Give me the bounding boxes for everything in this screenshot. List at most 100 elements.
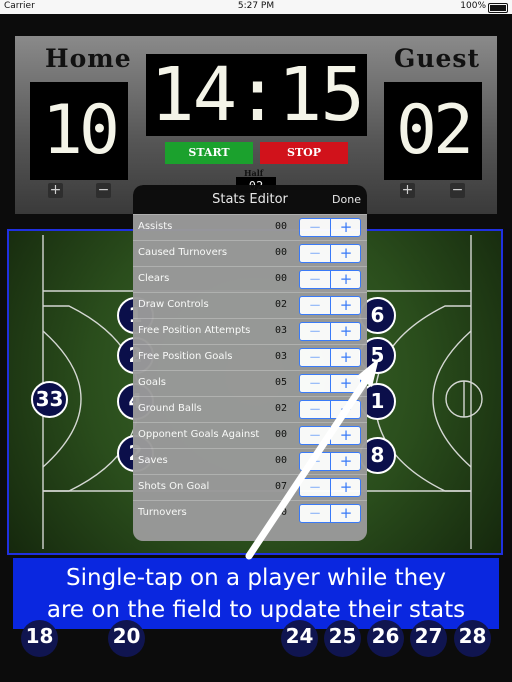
increment-button[interactable]: + [339, 478, 353, 496]
stat-row: Saves 00 − + [133, 448, 367, 474]
done-button[interactable]: Done [332, 193, 361, 206]
status-time: 5:27 PM [237, 1, 275, 11]
scoreboard-app: Home Guest 10 02 14:15 START STOP + − + … [0, 14, 512, 682]
stat-stepper[interactable]: − + [299, 504, 361, 523]
half-label: Half [244, 168, 264, 178]
decrement-button[interactable]: − [300, 245, 331, 262]
stat-label: Draw Controls [138, 299, 209, 310]
increment-button[interactable]: + [339, 426, 353, 444]
stat-stepper[interactable]: − + [299, 374, 361, 393]
stat-stepper[interactable]: − + [299, 244, 361, 263]
stat-row: Opponent Goals Against 00 − + [133, 422, 367, 448]
start-button[interactable]: START [165, 142, 253, 164]
stat-value: 07 [275, 481, 288, 492]
stat-value: 00 [275, 455, 288, 466]
increment-button[interactable]: + [339, 504, 353, 522]
stat-row: Free Position Attempts 03 − + [133, 318, 367, 344]
increment-button[interactable]: + [339, 270, 353, 288]
increment-button[interactable]: + [339, 374, 353, 392]
stat-stepper[interactable]: − + [299, 426, 361, 445]
increment-button[interactable]: + [339, 322, 353, 340]
guest-plus-button[interactable]: + [400, 182, 415, 198]
stat-row: Draw Controls 02 − + [133, 292, 367, 318]
bench-player[interactable]: 24 [281, 620, 318, 657]
decrement-button[interactable]: − [300, 297, 331, 314]
stat-label: Turnovers [138, 507, 187, 518]
home-plus-button[interactable]: + [48, 182, 63, 198]
increment-button[interactable]: + [339, 348, 353, 366]
increment-button[interactable]: + [339, 400, 353, 418]
stat-label: Clears [138, 273, 170, 284]
stat-row: Assists 00 − + [133, 214, 367, 240]
bench-player[interactable]: 28 [454, 620, 491, 657]
stat-stepper[interactable]: − + [299, 218, 361, 237]
stat-value: 00 [275, 221, 288, 232]
decrement-button[interactable]: − [300, 427, 331, 444]
stat-label: Goals [138, 377, 166, 388]
stat-value: 00 [275, 507, 288, 518]
stat-label: Free Position Attempts [138, 325, 251, 336]
decrement-button[interactable]: − [300, 323, 331, 340]
bench-player[interactable]: 20 [108, 620, 145, 657]
decrement-button[interactable]: − [300, 375, 331, 392]
stat-value: 05 [275, 377, 288, 388]
stat-row: Goals 05 − + [133, 370, 367, 396]
decrement-button[interactable]: − [300, 271, 331, 288]
bench-player[interactable]: 18 [21, 620, 58, 657]
bench-player[interactable]: 27 [410, 620, 447, 657]
stat-stepper[interactable]: − + [299, 348, 361, 367]
game-clock[interactable]: 14:15 [146, 54, 367, 136]
stat-value: 03 [275, 351, 288, 362]
battery-percent: 100% [460, 1, 486, 11]
stat-stepper[interactable]: − + [299, 296, 361, 315]
stat-stepper[interactable]: − + [299, 322, 361, 341]
stat-stepper[interactable]: − + [299, 478, 361, 497]
stat-row: Clears 00 − + [133, 266, 367, 292]
guest-score[interactable]: 02 [384, 82, 482, 180]
field-player-left-1[interactable]: 33 [31, 381, 68, 418]
stat-label: Caused Turnovers [138, 247, 228, 258]
decrement-button[interactable]: − [300, 219, 331, 236]
home-minus-button[interactable]: − [96, 182, 111, 198]
carrier-label: Carrier [4, 1, 35, 11]
increment-button[interactable]: + [339, 452, 353, 470]
instruction-banner: Single-tap on a player while they are on… [13, 558, 499, 629]
stat-value: 00 [275, 247, 288, 258]
status-bar: Carrier 5:27 PM 100% [0, 0, 512, 14]
guest-label: Guest [394, 44, 481, 73]
decrement-button[interactable]: − [300, 453, 331, 470]
stats-editor-popover: Stats Editor Done Assists 00− + Caused Turn… [133, 185, 367, 541]
stats-editor-header: Stats Editor Done [133, 185, 367, 214]
stat-stepper[interactable]: − + [299, 400, 361, 419]
stat-value: 02 [275, 403, 288, 414]
bench-player[interactable]: 25 [324, 620, 361, 657]
stat-row: Free Position Goals 03 − + [133, 344, 367, 370]
stats-editor-title: Stats Editor [212, 192, 288, 207]
stat-row: Shots On Goal 07 − + [133, 474, 367, 500]
stop-button[interactable]: STOP [260, 142, 348, 164]
stat-stepper[interactable]: − + [299, 270, 361, 289]
stat-label: Ground Balls [138, 403, 202, 414]
increment-button[interactable]: + [339, 244, 353, 262]
stat-value: 03 [275, 325, 288, 336]
increment-button[interactable]: + [339, 296, 353, 314]
decrement-button[interactable]: − [300, 349, 331, 366]
stat-stepper[interactable]: − + [299, 452, 361, 471]
decrement-button[interactable]: − [300, 401, 331, 418]
banner-line-1: Single-tap on a player while they [66, 565, 446, 591]
guest-minus-button[interactable]: − [450, 182, 465, 198]
bench-player[interactable]: 26 [367, 620, 404, 657]
increment-button[interactable]: + [339, 218, 353, 236]
home-score[interactable]: 10 [30, 82, 128, 180]
stat-label: Free Position Goals [138, 351, 233, 362]
battery-icon [488, 3, 508, 13]
stat-value: 02 [275, 299, 288, 310]
home-label: Home [45, 44, 132, 73]
decrement-button[interactable]: − [300, 505, 331, 522]
stat-label: Saves [138, 455, 168, 466]
stat-label: Assists [138, 221, 173, 232]
stat-value: 00 [275, 273, 288, 284]
stat-label: Opponent Goals Against [138, 429, 260, 440]
decrement-button[interactable]: − [300, 479, 331, 496]
stat-row: Turnovers 00 − + [133, 500, 367, 526]
